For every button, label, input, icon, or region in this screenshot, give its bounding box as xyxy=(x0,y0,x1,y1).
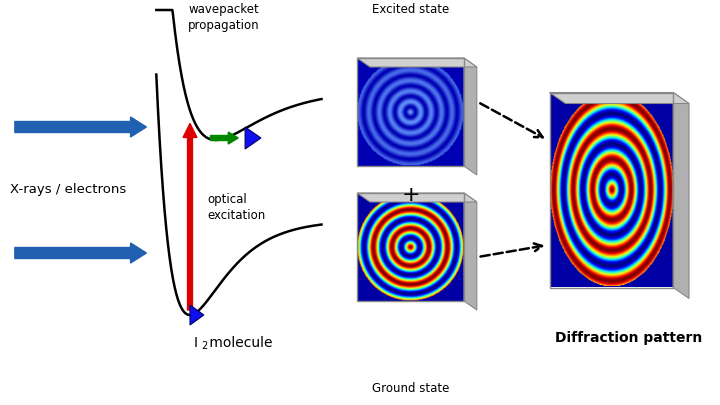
Text: molecule: molecule xyxy=(204,336,272,350)
Text: X-rays / electrons: X-rays / electrons xyxy=(10,183,126,196)
Polygon shape xyxy=(464,58,477,175)
FancyArrow shape xyxy=(210,132,238,144)
Text: Ground state: Ground state xyxy=(372,382,449,395)
Text: I: I xyxy=(194,336,198,350)
Text: optical
excitation: optical excitation xyxy=(208,193,266,222)
Text: Diffraction pattern: Diffraction pattern xyxy=(554,331,702,345)
Polygon shape xyxy=(357,193,477,202)
Text: Excited state: Excited state xyxy=(372,3,449,16)
Polygon shape xyxy=(245,127,261,149)
Text: 2: 2 xyxy=(201,341,207,351)
Polygon shape xyxy=(464,193,477,310)
Polygon shape xyxy=(549,92,689,104)
Polygon shape xyxy=(357,58,477,67)
FancyArrow shape xyxy=(183,124,197,310)
FancyArrow shape xyxy=(15,117,146,137)
Text: +: + xyxy=(401,185,420,205)
FancyArrow shape xyxy=(15,243,146,263)
Polygon shape xyxy=(673,92,689,298)
Polygon shape xyxy=(190,305,204,325)
Text: wavepacket
propagation: wavepacket propagation xyxy=(188,3,259,32)
